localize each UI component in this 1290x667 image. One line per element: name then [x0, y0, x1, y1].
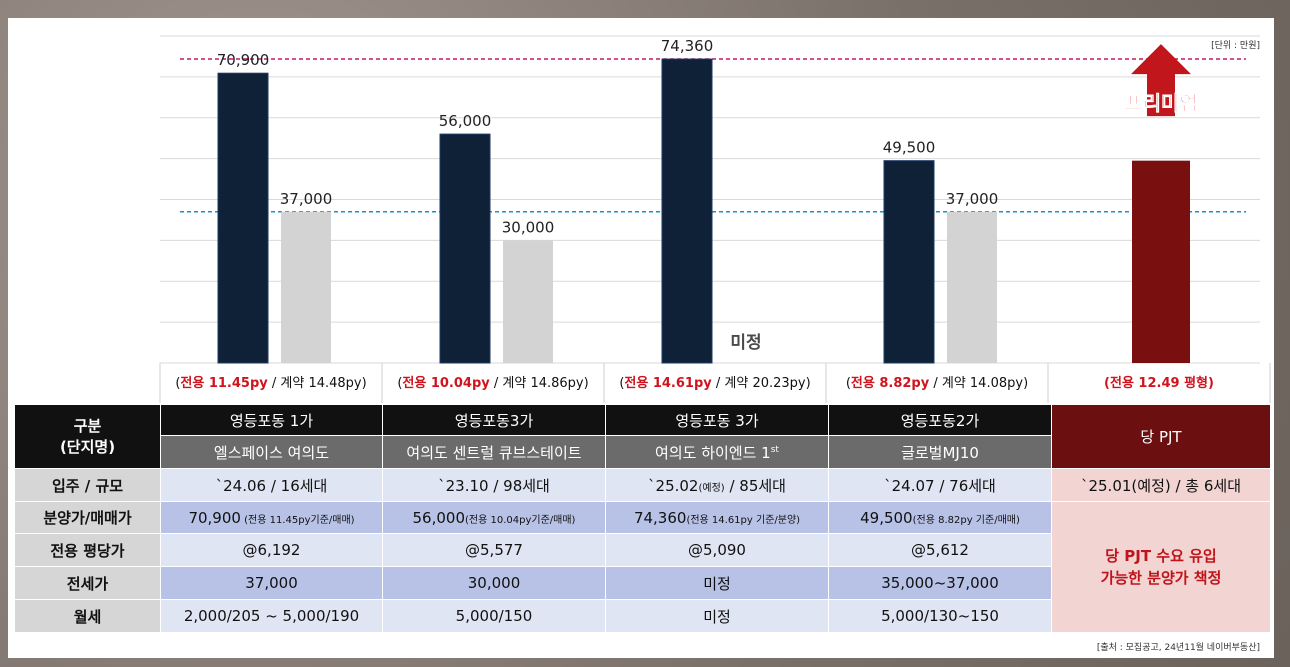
our-note-line-1: 당 PJT 수요 유입	[1105, 547, 1217, 565]
complex-name-3-text: 여의도 하이엔드 1	[655, 443, 771, 462]
price-comparison-chart: 70,900 56,000 74,360 49,500 37,000 30,000 37,0…	[159, 35, 1271, 403]
premium-label: 프리미엄	[1124, 91, 1198, 115]
price-cell-2: 56,000(전용 10.04py기준/매매)	[382, 501, 606, 534]
per-pyeong-cell-1: @6,192	[160, 533, 383, 567]
row-label-monthly: 월세	[14, 599, 161, 633]
bar-s2-c2	[503, 240, 553, 363]
occupancy-cell-3-date: `25.02	[648, 476, 699, 495]
comparison-board: 70,900 56,000 74,360 49,500 37,000 30,000 37,0…	[8, 18, 1274, 658]
category-label-4: (전용 8.82py / 계약 14.08py)	[846, 375, 1028, 391]
monthly-cell-4: 5,000/130~150	[828, 599, 1052, 633]
bar-s1-c4	[883, 160, 935, 364]
category-label-3: (전용 14.61py / 계약 20.23py)	[619, 375, 810, 391]
occupancy-cell-1: `24.06 / 16세대	[160, 468, 383, 502]
price-main-3: 74,360	[633, 508, 687, 527]
row-label-jeonse: 전세가	[14, 566, 161, 600]
bar-label-s1-c2: 56,000	[439, 112, 492, 130]
price-note-3: (전용 14.61py 기준/분양)	[686, 514, 801, 526]
price-main-4: 49,500	[860, 508, 913, 527]
area-cell-3: 영등포동 3가	[605, 404, 829, 436]
premium-arrow-icon	[1131, 44, 1191, 117]
header-sub-label: (단지명)	[59, 437, 116, 456]
bar-label-s1-c1: 70,900	[217, 51, 270, 69]
category-label-2: (전용 10.04py / 계약 14.86py)	[397, 375, 588, 391]
source-label: [출처 : 모집공고, 24년11월 네이버부동산]	[1096, 643, 1260, 653]
comparison-table: 구분 (단지명) 영등포동 1가 영등포동3가 영등포동 3가 영등포동2가 당…	[14, 404, 1271, 633]
price-cell-3: 74,360(전용 14.61py 기준/분양)	[605, 501, 829, 534]
bar-label-s1-c3: 74,360	[661, 37, 714, 55]
monthly-cell-3: 미정	[605, 599, 829, 633]
jeonse-cell-1: 37,000	[160, 566, 383, 600]
row-label-occupancy: 입주 / 규모	[14, 468, 161, 502]
price-cell-1: 70,900 (전용 11.45py기준/매매)	[160, 501, 383, 534]
unit-label: [단위 : 만원]	[1211, 41, 1260, 51]
price-main-1: 70,900	[188, 508, 241, 527]
bar-s1-c2	[439, 133, 491, 364]
price-main-2: 56,000	[412, 508, 466, 527]
complex-name-1: 엘스페이스 여의도	[160, 435, 383, 469]
row-label-price: 분양가/매매가	[14, 501, 161, 534]
category-label-5: (전용 12.49 평형)	[1104, 375, 1214, 391]
price-cell-4: 49,500(전용 8.82py 기준/매매)	[828, 501, 1052, 534]
bar-s1-c1	[217, 72, 269, 364]
per-pyeong-cell-2: @5,577	[382, 533, 606, 567]
jeonse-cell-4: 35,000~37,000	[828, 566, 1052, 600]
area-cell-2: 영등포동3가	[382, 404, 606, 436]
header-cell: 구분 (단지명)	[14, 404, 161, 469]
occupancy-cell-2: `23.10 / 98세대	[382, 468, 606, 502]
header-label: 구분	[73, 416, 102, 435]
bar-label-s2-c2: 30,000	[502, 218, 555, 236]
price-note-1: (전용 11.45py기준/매매)	[240, 514, 355, 526]
price-note-2: (전용 10.04py기준/매매)	[465, 514, 576, 526]
complex-name-3: 여의도 하이엔드 1st	[605, 435, 829, 469]
jeonse-cell-2: 30,000	[382, 566, 606, 600]
category-label-1: (전용 11.45py / 계약 14.48py)	[175, 375, 366, 391]
complex-name-3-sup: st	[770, 444, 779, 455]
bar-label-s2-c1: 37,000	[280, 190, 333, 208]
undetermined-label: 미정	[730, 333, 761, 353]
bar-s2-c4	[947, 211, 997, 363]
area-cell-1: 영등포동 1가	[160, 404, 383, 436]
occupancy-our: `25.01(예정) / 총 6세대	[1051, 468, 1271, 502]
bar-s2-c1	[281, 211, 331, 363]
per-pyeong-cell-4: @5,612	[828, 533, 1052, 567]
our-note-line-2: 가능한 분양가 책정	[1100, 569, 1222, 587]
our-project-bar	[1132, 160, 1190, 363]
price-note-4: (전용 8.82py 기준/매매)	[912, 514, 1020, 526]
bar-label-s2-c4: 37,000	[946, 190, 999, 208]
monthly-cell-2: 5,000/150	[382, 599, 606, 633]
bar-s1-c3	[661, 58, 713, 364]
per-pyeong-cell-3: @5,090	[605, 533, 829, 567]
jeonse-cell-3: 미정	[605, 566, 829, 600]
area-cell-4: 영등포동2가	[828, 404, 1052, 436]
our-project-header: 당 PJT	[1051, 404, 1271, 469]
monthly-cell-1: 2,000/205 ~ 5,000/190	[160, 599, 383, 633]
occupancy-cell-4: `24.07 / 76세대	[828, 468, 1052, 502]
bar-label-s1-c4: 49,500	[883, 139, 936, 157]
occupancy-cell-3-units: / 85세대	[724, 476, 786, 495]
our-project-note: 당 PJT 수요 유입 가능한 분양가 책정	[1051, 501, 1271, 633]
row-label-per-pyeong: 전용 평당가	[14, 533, 161, 567]
occupancy-cell-3: `25.02(예정) / 85세대	[605, 468, 829, 502]
occupancy-cell-3-note: (예정)	[698, 482, 725, 494]
complex-name-2: 여의도 센트럴 큐브스테이트	[382, 435, 606, 469]
complex-name-4: 글로벌MJ10	[828, 435, 1052, 469]
